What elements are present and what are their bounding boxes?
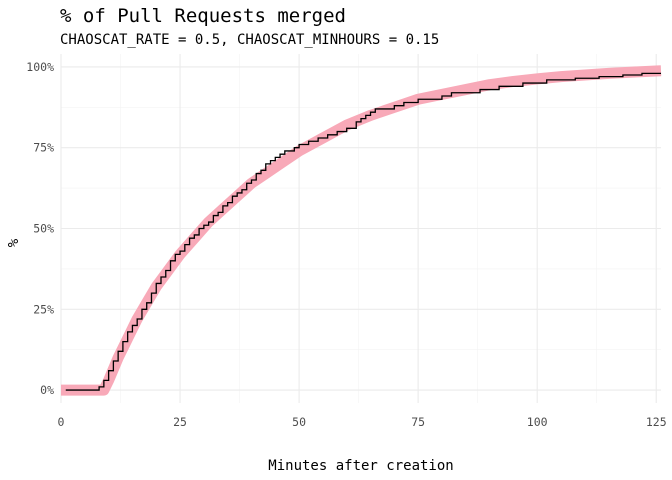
grid (60, 54, 661, 403)
series-layer (61, 65, 662, 396)
chart-subtitle: CHAOSCAT_RATE = 0.5, CHAOSCAT_MINHOURS =… (60, 32, 439, 48)
x-tick-label: 25 (173, 415, 187, 429)
x-tick-label: 50 (292, 415, 306, 429)
x-tick-label: 75 (411, 415, 425, 429)
chart-title: % of Pull Requests merged (60, 5, 346, 27)
y-tick-label: 50% (33, 222, 54, 236)
smooth-series-line (61, 65, 662, 396)
x-axis-title: Minutes after creation (268, 458, 453, 474)
step-series-line (65, 72, 661, 391)
y-axis-title: % (6, 238, 22, 247)
x-tick-label: 125 (646, 415, 667, 429)
ticks-layer: 0 25 50 75 100 125 0% 25% 50% 75% 100% (26, 60, 666, 429)
x-tick-label: 0 (58, 415, 65, 429)
y-tick-label: 100% (26, 60, 54, 74)
y-tick-label: 0% (40, 383, 54, 397)
y-tick-label: 75% (33, 141, 54, 155)
y-tick-label: 25% (33, 302, 54, 316)
x-tick-label: 100 (527, 415, 548, 429)
